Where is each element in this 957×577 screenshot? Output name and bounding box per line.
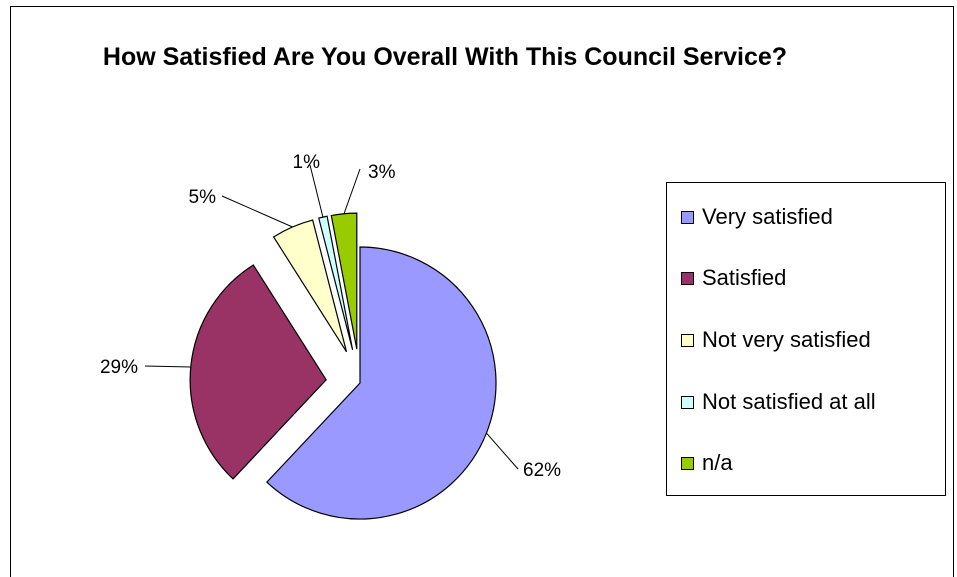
leader-line-n-a <box>343 168 361 214</box>
pie-slice-very-satisfied <box>266 246 497 520</box>
leader-line-not-satisfied-at-all <box>309 164 324 218</box>
pie-slice-not-satisfied-at-all <box>318 215 354 350</box>
chart-frame <box>10 6 954 577</box>
legend-item-very-satisfied: Very satisfied <box>681 202 833 232</box>
legend-label: Not satisfied at all <box>702 389 876 414</box>
pie-slice-n-a <box>330 212 358 350</box>
legend-label: Satisfied <box>702 265 787 290</box>
leader-line-not-very-satisfied <box>221 195 293 228</box>
legend-label: Very satisfied <box>702 204 833 229</box>
legend-item-satisfied: Satisfied <box>681 263 786 293</box>
data-label-very-satisfied: 62% <box>523 460 561 481</box>
legend-swatch <box>681 333 694 347</box>
leader-line-satisfied <box>144 365 191 368</box>
data-label-n-a: 3% <box>368 162 396 183</box>
legend-swatch <box>681 271 694 285</box>
pie-slice-not-very-satisfied <box>272 219 348 353</box>
data-label-not-satisfied-at-all: 1% <box>293 152 321 173</box>
legend-swatch <box>681 210 694 224</box>
data-label-not-very-satisfied: 5% <box>189 187 217 208</box>
legend-label: n/a <box>702 450 733 475</box>
legend-item-n-a: n/a <box>681 448 733 478</box>
legend-item-not-satisfied-at-all: Not satisfied at all <box>681 387 876 417</box>
legend-item-not-very-satisfied: Not very satisfied <box>681 325 871 355</box>
data-label-satisfied: 29% <box>100 357 138 378</box>
legend-label: Not very satisfied <box>702 327 871 352</box>
legend-swatch <box>681 395 694 409</box>
legend-swatch <box>681 456 694 470</box>
chart-title: How Satisfied Are You Overall With This … <box>102 43 788 71</box>
legend: Very satisfied Satisfied Not very satisf… <box>666 182 946 496</box>
leader-line-very-satisfied <box>486 432 519 470</box>
